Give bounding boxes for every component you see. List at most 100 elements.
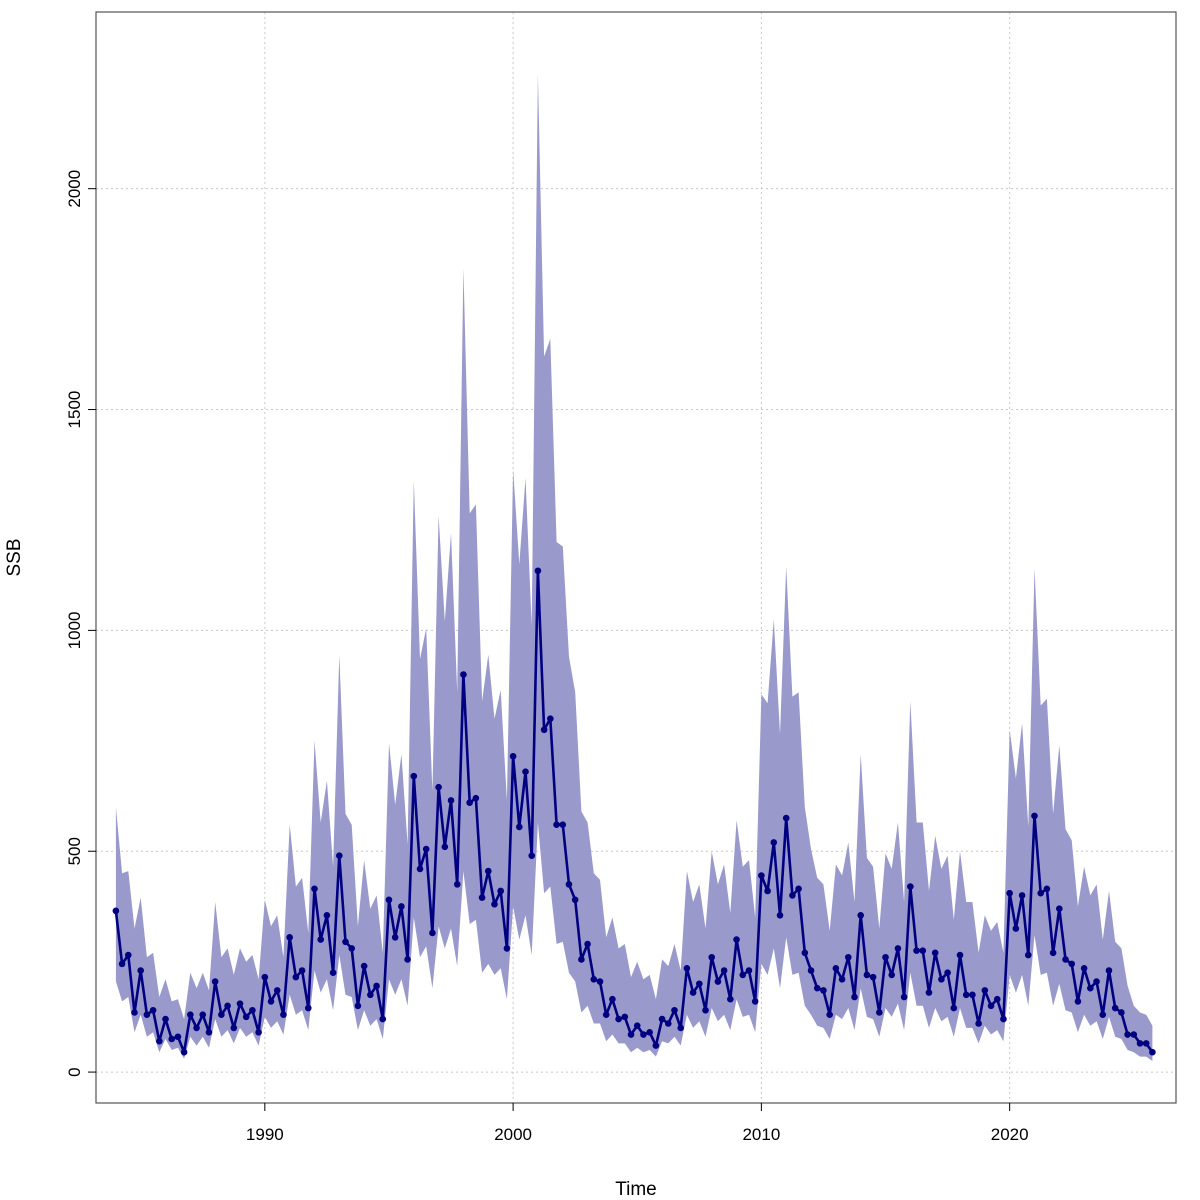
ssb-point [938,976,945,983]
ssb-point [124,951,132,959]
ssb-point [211,978,219,985]
ssb-point [255,1029,262,1036]
ssb-point [627,1031,635,1038]
ssb-point [292,973,300,981]
ssb-point [671,1006,678,1014]
ssb-point [466,799,473,806]
ssb-point [863,971,871,979]
ssb-point [112,907,120,915]
ssb-point [149,1006,157,1014]
ssb-point [987,1002,995,1010]
ssb-point [1149,1048,1156,1056]
ssb-point [609,995,616,1003]
ssb-point [528,852,536,859]
ssb-point [1105,967,1113,974]
ssb-point [1142,1040,1150,1047]
plot-frame [95,11,1177,1104]
ssb-point [1087,984,1094,992]
ssb-point [683,964,691,972]
ssb-point [156,1037,163,1045]
ssb-point [1118,1009,1125,1016]
ssb-point [789,892,796,899]
ssb-point [689,989,697,996]
ssb-point [298,967,306,974]
ssb-point [199,1011,207,1018]
ssb-point [354,1002,362,1010]
ssb-point [323,911,331,919]
confidence-band-layer [115,73,1153,1062]
ssb-point [174,1033,182,1041]
ssb-point [727,995,734,1003]
ssb-point [317,936,324,943]
ssb-point [497,887,504,895]
ssb-point [677,1024,684,1032]
ssb-point [261,973,269,981]
ssb-line [114,569,1154,1054]
ssb-point [311,885,318,893]
ssb-point [1111,1004,1119,1012]
ssb-point [1006,889,1013,897]
ssb-point [559,821,567,829]
ssb-point [348,945,356,952]
ssb-point [602,1011,610,1018]
ssb-point [882,953,889,961]
ssb-point [547,715,554,723]
ssb-point [696,980,703,988]
ssb-point [131,1009,138,1016]
x-tick-label: 2020 [991,1125,1029,1144]
ssb-point [1093,978,1100,985]
confidence-band [115,73,1153,1062]
y-tick-label: 1000 [65,611,84,649]
ssb-point [429,929,436,937]
ssb-point [342,938,349,946]
ssb-point [801,949,809,957]
ssb-point [702,1006,709,1014]
ssb-point [733,936,740,943]
ssb-point [236,1000,244,1007]
ssb-point [888,971,896,979]
ssb-point [453,881,461,888]
ssb-point [534,567,542,575]
ssb-point [876,1009,883,1016]
ssb-point [658,1015,666,1023]
ssb-point [851,993,858,1001]
ssb-point [472,794,480,802]
ssb-point [503,945,511,952]
ssb-point [1018,892,1026,899]
ssb-point [714,978,722,985]
ssb-point [751,998,759,1005]
y-tick-label: 0 [65,1067,84,1076]
ssb-point [1037,889,1044,897]
ssb-point [484,867,492,875]
ssb-point [813,984,821,992]
ssb-point [826,1011,833,1018]
ssb-point [1124,1031,1131,1038]
x-axis-title: Time [615,1179,657,1200]
ssb-point [1080,964,1088,972]
ssb-point [1136,1040,1144,1047]
ssb-point [422,845,430,853]
x-axis: 1990 2000 2010 2020 [246,1103,1029,1144]
ssb-point [571,896,579,904]
ssb-point [242,1013,250,1021]
ssb-point [180,1048,188,1056]
ssb-points-layer [112,567,1156,1056]
ssb-point [770,839,778,846]
ssb-point [993,995,1001,1003]
ssb-point [398,903,405,910]
y-tick-label: 1500 [65,391,84,429]
ssb-point [758,872,765,879]
ssb-point [1049,949,1057,957]
ssb-point [708,953,716,961]
ssb-point [776,911,784,919]
ssb-point [373,982,380,990]
ssb-point [584,940,591,948]
ssb-point [764,887,771,895]
ssb-point [441,843,449,851]
ssb-point [844,953,852,961]
ssb-point [1012,925,1020,932]
ssb-point [838,976,846,983]
ssb-point [218,1011,225,1018]
ssb-point [1031,812,1038,820]
ssb-point [224,1002,231,1010]
